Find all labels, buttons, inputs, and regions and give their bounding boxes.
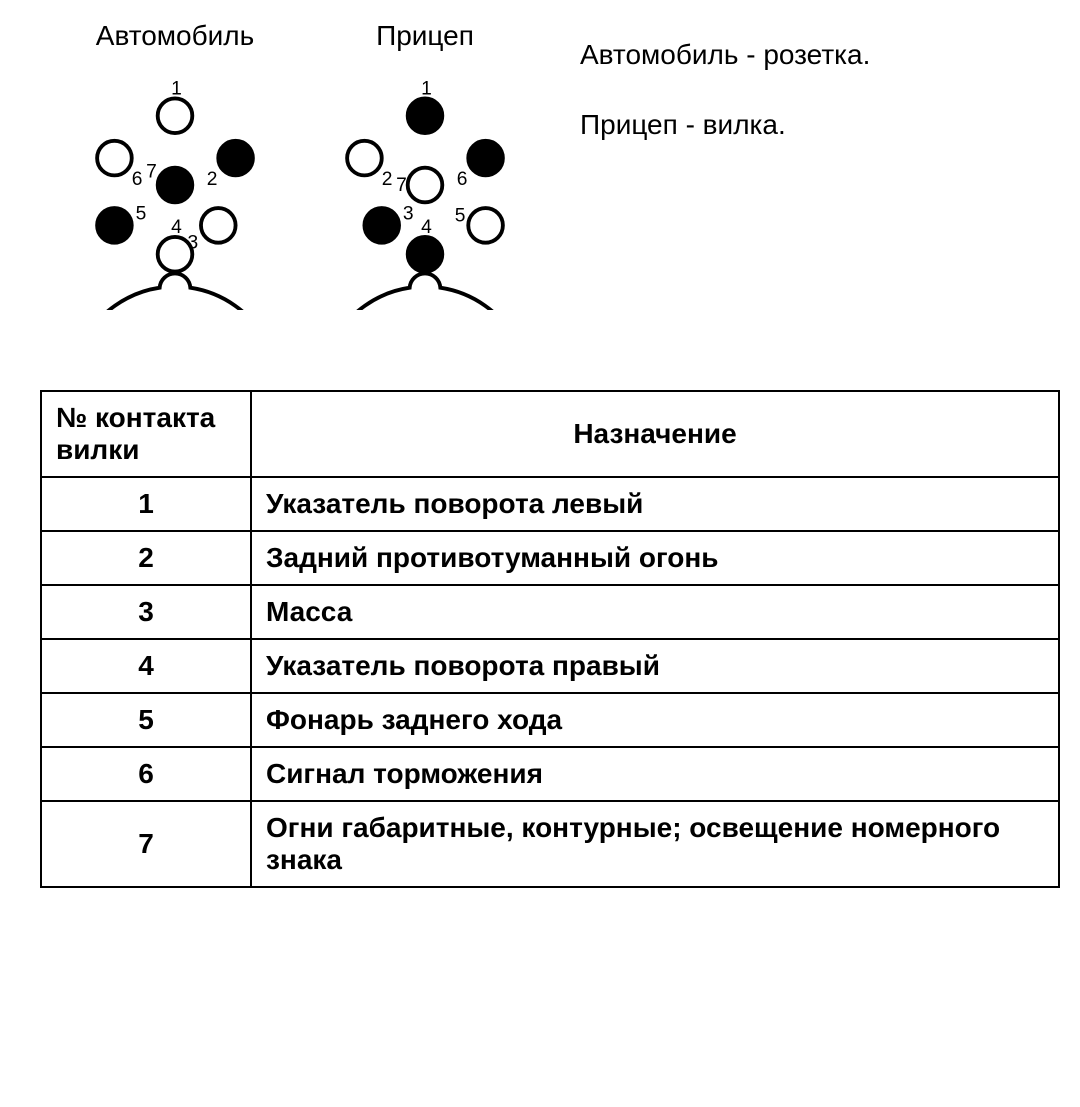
pin-4 <box>158 237 193 272</box>
pin-6 <box>468 141 503 176</box>
table-row: 6Сигнал торможения <box>41 747 1059 801</box>
pin-7 <box>408 168 443 203</box>
header-num: № контакта вилки <box>41 391 251 477</box>
pin-7 <box>158 168 193 203</box>
pin-label-5: 5 <box>136 204 147 225</box>
pin-6 <box>97 141 132 176</box>
table-row: 4Указатель поворота правый <box>41 639 1059 693</box>
vehicle-connector-block: Автомобиль 1234567 <box>60 20 290 310</box>
connectors-row: Автомобиль 1234567 Прицеп 1234567 <box>60 20 540 310</box>
side-text: Автомобиль - розетка. Прицеп - вилка. <box>580 20 870 171</box>
pin-desc-cell: Фонарь заднего хода <box>251 693 1059 747</box>
trailer-connector-diagram: 1 234 5 6 7 <box>310 60 540 310</box>
trailer-connector-block: Прицеп 1 234 5 6 7 <box>310 20 540 310</box>
top-section: Автомобиль 1234567 Прицеп 1234567 Автомо… <box>20 20 1060 310</box>
pin-label-7: 7 <box>396 175 407 196</box>
pin-label-3: 3 <box>403 204 414 225</box>
table-row: 2Задний противотуманный огонь <box>41 531 1059 585</box>
pin-label-4: 4 <box>421 217 432 238</box>
table-row: 7Огни габаритные, контурные; освещение н… <box>41 801 1059 887</box>
pin-2 <box>347 141 382 176</box>
pin-5 <box>468 208 503 243</box>
pin-label-6: 6 <box>132 169 143 190</box>
pin-3 <box>201 208 236 243</box>
pin-4 <box>408 237 443 272</box>
connector-outline <box>71 273 279 310</box>
pin-number-cell: 4 <box>41 639 251 693</box>
pin-label-2: 2 <box>207 169 218 190</box>
vehicle-label: Автомобиль <box>96 20 254 52</box>
pin-number-cell: 5 <box>41 693 251 747</box>
table-row: 3Масса <box>41 585 1059 639</box>
header-desc: Назначение <box>251 391 1059 477</box>
pin-label-1: 1 <box>171 79 182 100</box>
pin-desc-cell: Масса <box>251 585 1059 639</box>
pinout-table: № контакта вилки Назначение 1Указатель п… <box>40 390 1060 888</box>
pin-1 <box>158 98 193 133</box>
vehicle-connector-diagram: 1234567 <box>60 60 290 310</box>
pin-label-4: 4 <box>171 217 182 238</box>
table-row: 1Указатель поворота левый <box>41 477 1059 531</box>
pin-label-7: 7 <box>146 161 157 182</box>
pin-label-6: 6 <box>457 169 468 190</box>
pin-label-1: 1 <box>421 79 432 100</box>
pin-number-cell: 6 <box>41 747 251 801</box>
pin-desc-cell: Указатель поворота левый <box>251 477 1059 531</box>
pin-desc-cell: Указатель поворота правый <box>251 639 1059 693</box>
table-header-row: № контакта вилки Назначение <box>41 391 1059 477</box>
side-text-line1: Автомобиль - розетка. <box>580 30 870 80</box>
pin-number-cell: 1 <box>41 477 251 531</box>
pin-number-cell: 3 <box>41 585 251 639</box>
pin-5 <box>97 208 132 243</box>
table-row: 5Фонарь заднего хода <box>41 693 1059 747</box>
pin-1 <box>408 98 443 133</box>
pin-number-cell: 7 <box>41 801 251 887</box>
pin-label-2: 2 <box>382 169 393 190</box>
side-text-line2: Прицеп - вилка. <box>580 100 870 150</box>
pin-desc-cell: Задний противотуманный огонь <box>251 531 1059 585</box>
pin-number-cell: 2 <box>41 531 251 585</box>
pin-3 <box>364 208 399 243</box>
pin-2 <box>218 141 253 176</box>
pin-label-5: 5 <box>455 206 466 227</box>
trailer-label: Прицеп <box>376 20 474 52</box>
pin-desc-cell: Сигнал торможения <box>251 747 1059 801</box>
connector-outline <box>321 273 529 310</box>
pin-desc-cell: Огни габаритные, контурные; освещение но… <box>251 801 1059 887</box>
